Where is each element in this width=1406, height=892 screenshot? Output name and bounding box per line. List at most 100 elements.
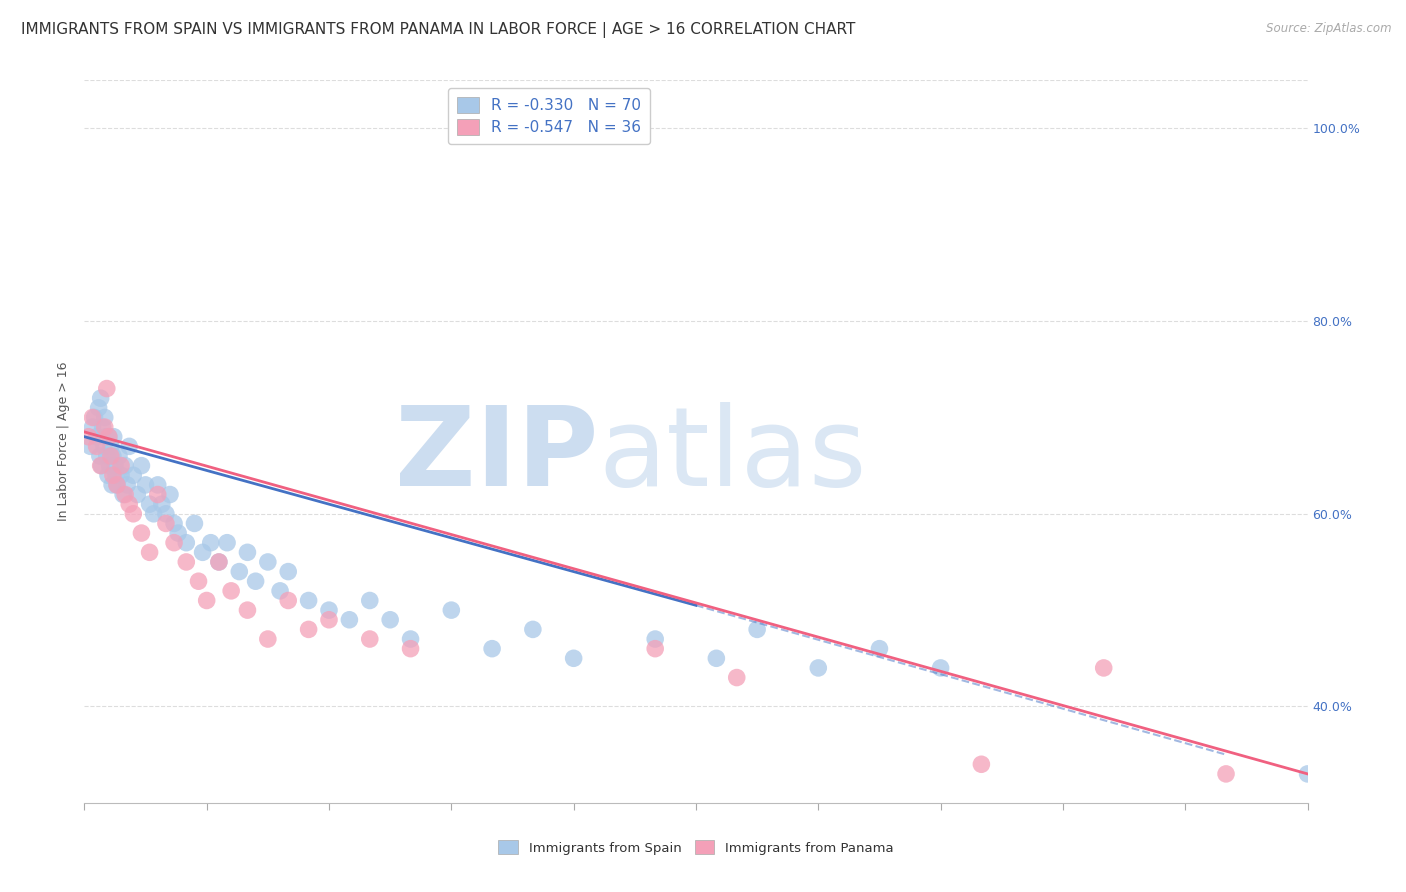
Point [481, 641, 503, 656]
Point [112, 487, 135, 501]
Point [208, 555, 231, 569]
Point [869, 641, 891, 656]
Point [187, 574, 209, 589]
Point [142, 507, 165, 521]
Point [191, 545, 214, 559]
Point [90, 391, 112, 405]
Text: ZIP: ZIP [395, 402, 598, 509]
Point [103, 430, 125, 444]
Point [114, 487, 136, 501]
Point [146, 478, 169, 492]
Point [90, 458, 112, 473]
Point [114, 458, 136, 473]
Point [298, 593, 321, 607]
Point [150, 497, 173, 511]
Point [159, 487, 181, 501]
Point [399, 641, 422, 656]
Point [138, 545, 160, 559]
Point [101, 478, 124, 492]
Point [562, 651, 585, 665]
Point [91, 420, 114, 434]
Point [127, 487, 149, 501]
Point [747, 623, 769, 637]
Point [359, 593, 381, 607]
Point [706, 651, 728, 665]
Point [245, 574, 267, 589]
Point [277, 593, 299, 607]
Point [183, 516, 205, 531]
Point [110, 468, 132, 483]
Point [96, 449, 118, 463]
Point [339, 613, 361, 627]
Point [163, 516, 186, 531]
Point [93, 410, 115, 425]
Text: Source: ZipAtlas.com: Source: ZipAtlas.com [1267, 22, 1392, 36]
Point [236, 603, 259, 617]
Point [644, 632, 666, 646]
Point [97, 468, 120, 483]
Point [174, 555, 197, 569]
Point [100, 449, 122, 463]
Point [96, 382, 118, 396]
Point [122, 507, 145, 521]
Point [522, 623, 544, 637]
Point [1092, 661, 1115, 675]
Point [86, 430, 108, 444]
Point [399, 632, 422, 646]
Point [236, 545, 259, 559]
Point [1215, 767, 1237, 781]
Y-axis label: In Labor Force | Age > 16: In Labor Force | Age > 16 [58, 362, 70, 521]
Point [318, 603, 340, 617]
Point [122, 468, 145, 483]
Point [86, 439, 108, 453]
Point [108, 449, 131, 463]
Point [257, 555, 280, 569]
Point [118, 497, 141, 511]
Point [208, 555, 231, 569]
Point [77, 430, 100, 444]
Point [83, 410, 105, 425]
Point [100, 439, 122, 453]
Point [101, 468, 124, 483]
Point [440, 603, 463, 617]
Point [174, 535, 197, 549]
Point [82, 410, 104, 425]
Point [257, 632, 280, 646]
Point [155, 516, 177, 531]
Point [163, 535, 186, 549]
Point [359, 632, 381, 646]
Point [93, 439, 115, 453]
Text: IMMIGRANTS FROM SPAIN VS IMMIGRANTS FROM PANAMA IN LABOR FORCE | AGE > 16 CORREL: IMMIGRANTS FROM SPAIN VS IMMIGRANTS FROM… [21, 22, 855, 38]
Point [277, 565, 299, 579]
Point [110, 458, 132, 473]
Point [79, 439, 101, 453]
Point [970, 757, 993, 772]
Point [94, 430, 117, 444]
Point [89, 449, 111, 463]
Point [105, 478, 128, 492]
Point [644, 641, 666, 656]
Point [725, 671, 748, 685]
Point [146, 487, 169, 501]
Point [104, 458, 127, 473]
Point [219, 583, 242, 598]
Point [167, 526, 190, 541]
Point [82, 420, 104, 434]
Point [269, 583, 291, 598]
Point [97, 430, 120, 444]
Point [98, 458, 121, 473]
Point [228, 565, 250, 579]
Point [1296, 767, 1319, 781]
Point [93, 420, 115, 434]
Point [90, 458, 112, 473]
Point [135, 478, 157, 492]
Point [155, 507, 177, 521]
Point [807, 661, 830, 675]
Point [118, 439, 141, 453]
Point [318, 613, 340, 627]
Point [195, 593, 218, 607]
Point [380, 613, 402, 627]
Point [929, 661, 952, 675]
Point [101, 449, 124, 463]
Text: atlas: atlas [598, 402, 866, 509]
